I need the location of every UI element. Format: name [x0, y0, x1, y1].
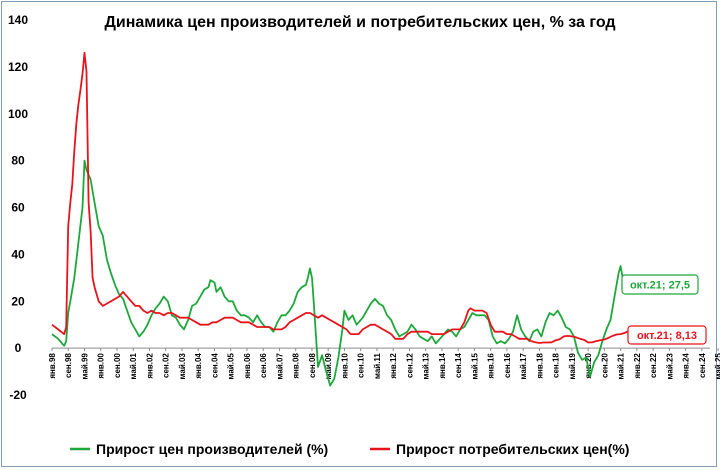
x-tick-label: май.15	[470, 353, 479, 380]
x-tick-label: янв.14	[438, 353, 447, 379]
y-tick-label: 80	[11, 154, 25, 168]
x-tick-label: май.05	[227, 353, 236, 380]
x-tick-label: сен.12	[405, 353, 414, 378]
y-tick-label: 100	[8, 107, 28, 121]
x-tick-label: сен.00	[113, 353, 122, 378]
x-tick-label: май.99	[80, 353, 89, 380]
x-tick-label: янв.12	[389, 353, 398, 379]
x-tick-label: май.07	[275, 353, 284, 380]
x-tick-label: янв.00	[97, 353, 106, 379]
x-tick-label: янв.22	[633, 353, 642, 379]
y-tick-label: 60	[11, 201, 25, 215]
producer-price-line	[51, 159, 632, 387]
y-tick-label: 0	[15, 341, 22, 355]
consumer-price-line	[51, 51, 632, 344]
x-tick-label: май.19	[568, 353, 577, 380]
x-tick-label: сен.06	[259, 353, 268, 378]
x-tick-label: май.25	[714, 353, 720, 380]
annotations: окт.21; 27,5 окт.21; 8,13	[621, 274, 707, 345]
annotation-box	[621, 274, 699, 295]
x-tick-label: янв.04	[194, 353, 203, 379]
x-tick-label: сен.10	[357, 353, 366, 378]
x-tick-label: май.13	[422, 353, 431, 380]
x-tick-label: сен.18	[552, 353, 561, 378]
y-axis: -20 0 20 40 60 80 100 120 140	[8, 13, 28, 402]
y-tick-label: 120	[8, 60, 28, 74]
x-tick-label: сен.14	[454, 353, 463, 378]
x-tick-label: май.03	[178, 353, 187, 380]
annotation-label: окт.21; 27,5	[630, 280, 690, 292]
y-tick-label: 40	[11, 247, 25, 261]
x-tick-label: сен.08	[308, 353, 317, 378]
y-tick-label: 20	[11, 294, 25, 308]
x-tick-label: сен.16	[503, 353, 512, 378]
annotation-box	[627, 325, 707, 345]
x-tick-label: янв.08	[292, 353, 301, 379]
x-tick-label: май.17	[519, 353, 528, 380]
series-lines	[51, 51, 632, 387]
x-tick-label: май.21	[617, 353, 626, 380]
x-tick-label: янв.24	[682, 353, 691, 379]
x-tick-label: янв.98	[48, 353, 57, 379]
x-tick-label: сен.20	[600, 353, 609, 378]
y-tick-label: 140	[8, 13, 28, 27]
x-tick-label: сен.22	[649, 353, 658, 378]
x-axis: янв.98 сен.98 май.99 янв.00 сен.00 май.01 янв.…	[48, 347, 720, 380]
x-tick-label: янв.02	[145, 353, 154, 379]
x-tick-label: янв.18	[535, 353, 544, 379]
x-tick-label: сен.02	[162, 353, 171, 378]
x-tick-label: янв.16	[487, 353, 496, 379]
x-tick-label: сен.98	[64, 353, 73, 378]
legend-label: Прирост цен производителей (%)	[96, 441, 328, 457]
annotation-label: окт.21; 8,13	[637, 330, 697, 342]
legend: Прирост цен производителей (%) Прирост по…	[70, 441, 629, 457]
x-tick-label: май.11	[373, 353, 382, 379]
legend-label: Прирост потребительских цен(%)	[396, 441, 629, 457]
x-tick-label: май.23	[665, 353, 674, 380]
y-tick-label: -20	[9, 388, 27, 402]
x-tick-label: сен.24	[698, 353, 707, 378]
chart-title: Динамика цен производителей и потребител…	[104, 14, 615, 31]
x-tick-label: май.09	[324, 353, 333, 380]
x-tick-label: сен.04	[210, 353, 219, 378]
x-tick-label: янв.10	[340, 353, 349, 379]
x-tick-label: май.01	[129, 353, 138, 380]
x-tick-label: янв.06	[243, 353, 252, 379]
